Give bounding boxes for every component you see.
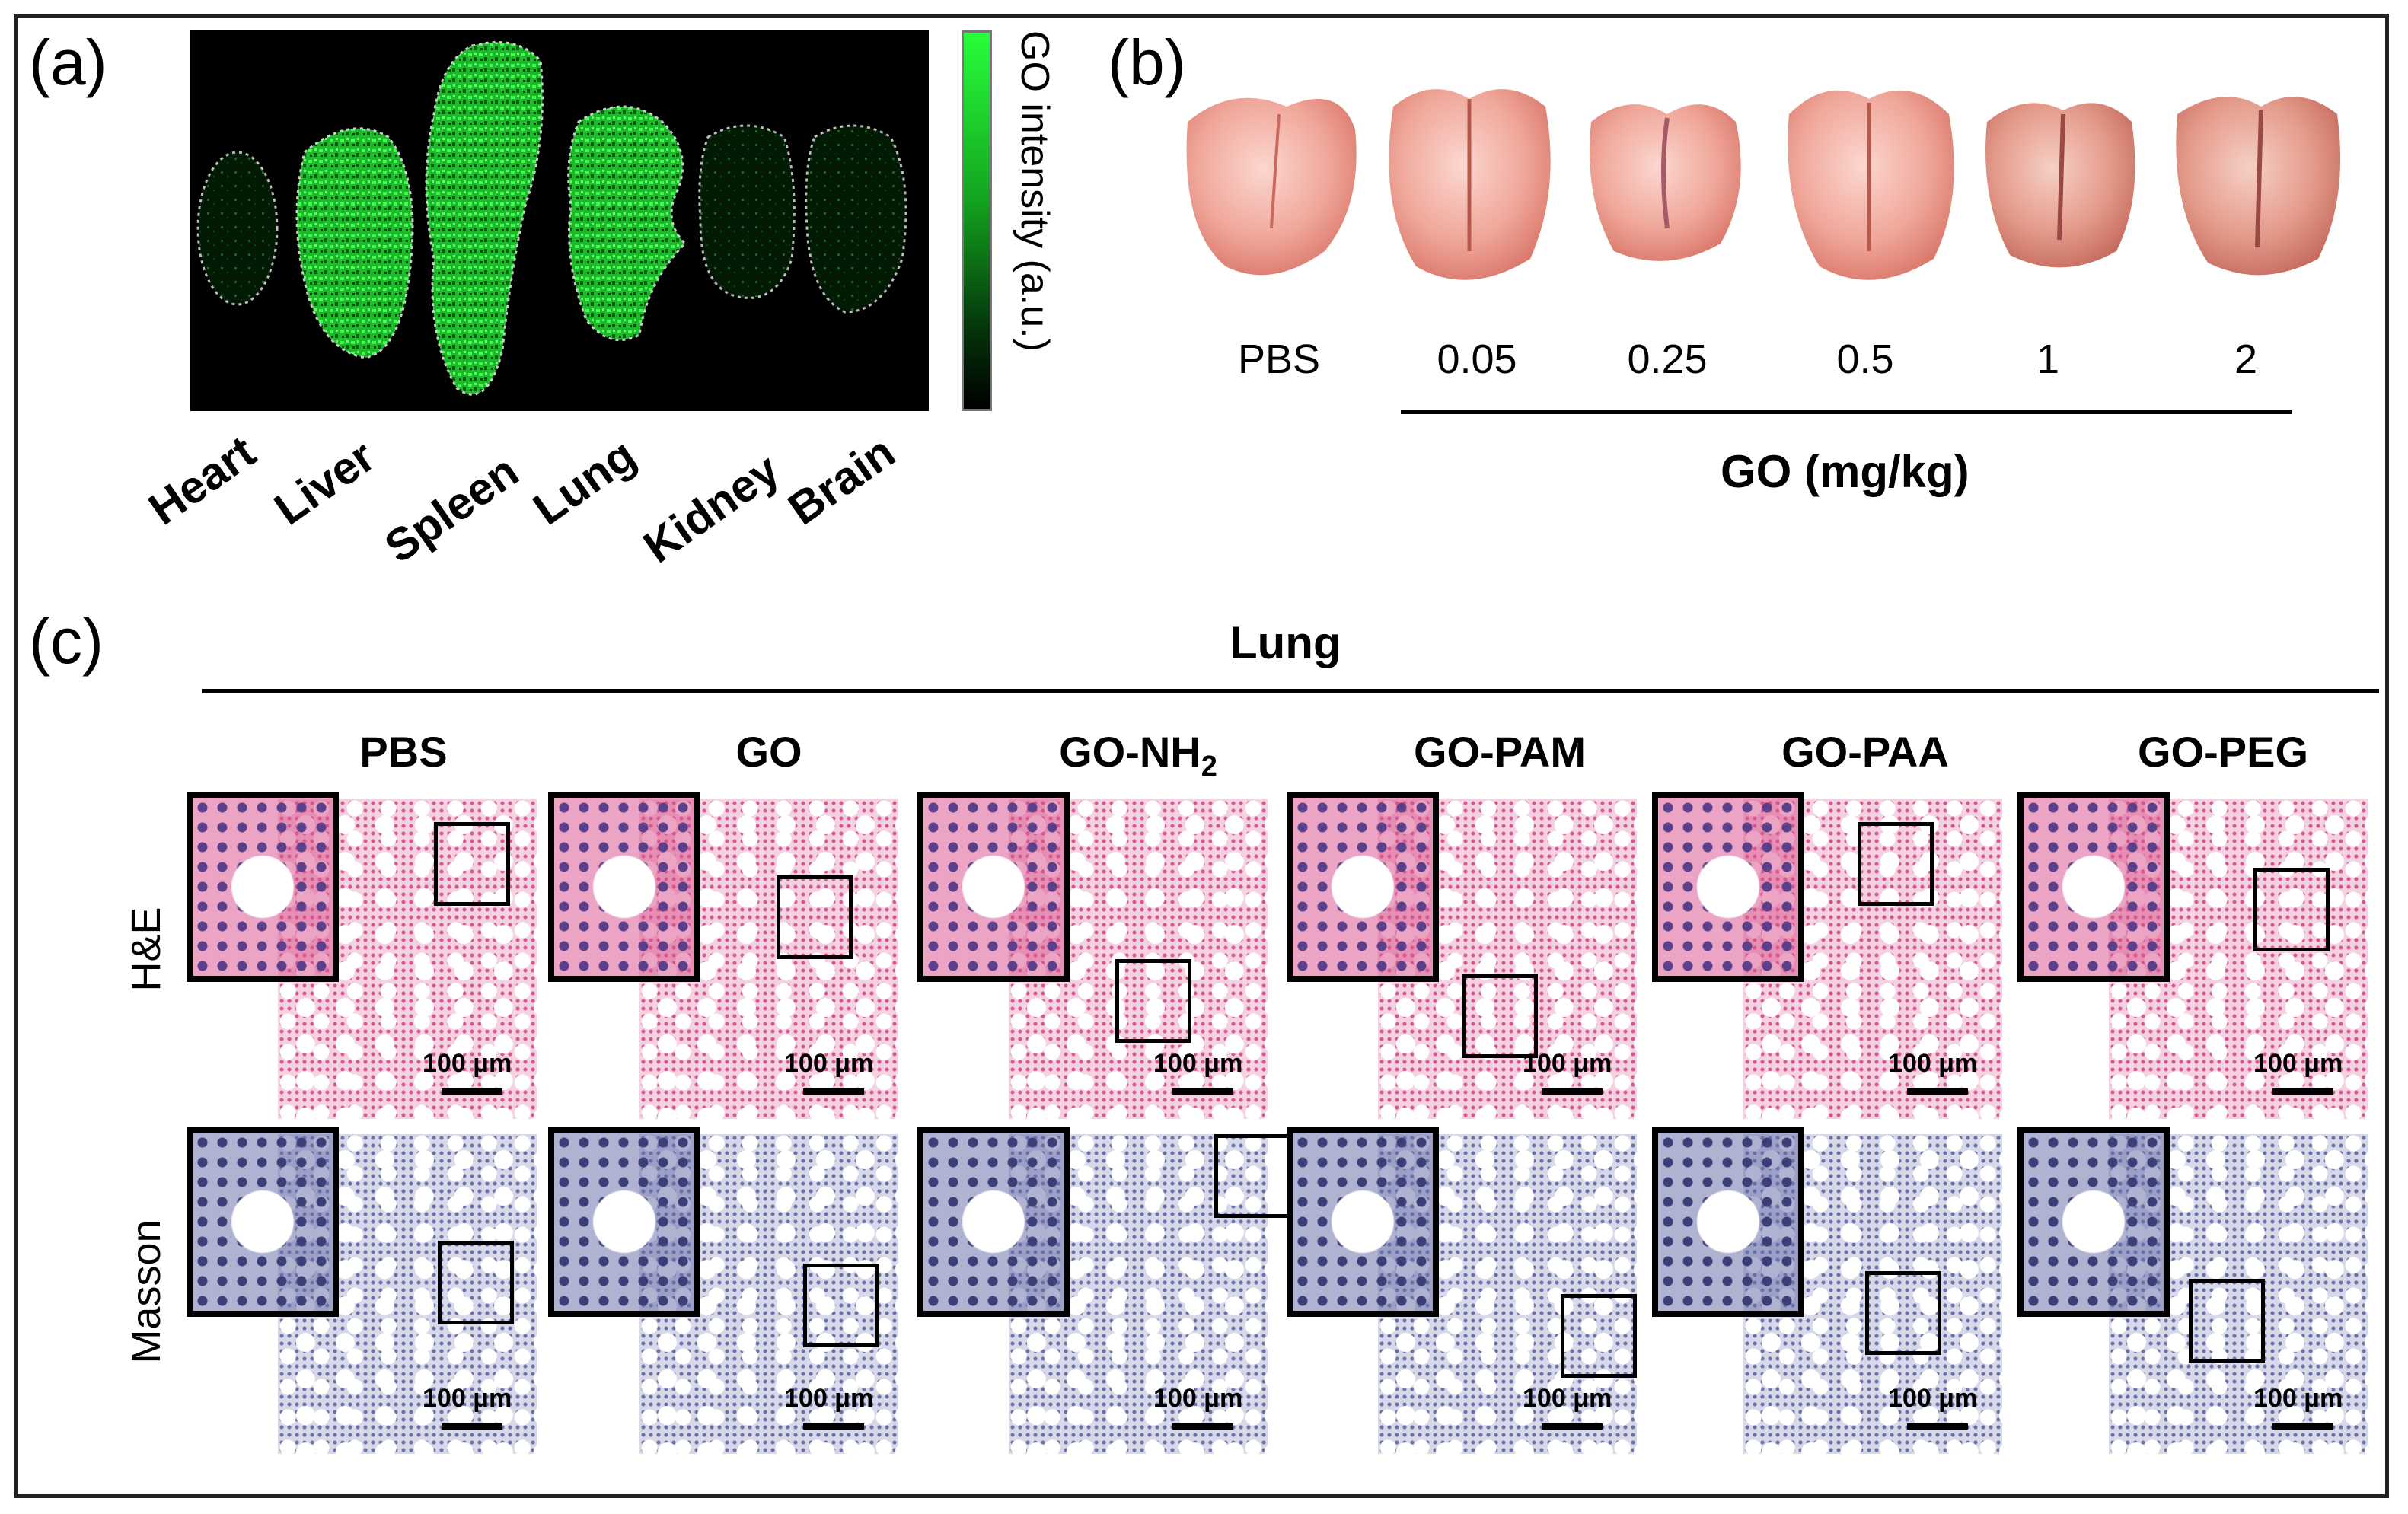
histology-inset-masson-4: [1287, 1127, 1439, 1317]
histology-roi-box: [777, 875, 853, 959]
histology-inset-he-3: [917, 792, 1070, 982]
scale-bar-label: 100 μm: [1888, 1384, 1978, 1413]
lung-photo-pbs: [1186, 97, 1357, 276]
group-title-go-nh2-subscript: 2: [1201, 751, 1217, 783]
scale-bar: [2272, 1423, 2333, 1430]
panel-c-letter: (c): [29, 605, 104, 677]
scale-bar-label: 100 μm: [1153, 1384, 1243, 1413]
group-title-go-nh2: GO-NH2: [978, 728, 1298, 783]
histology-roi-box: [434, 822, 510, 906]
scale-bar-label: 100 μm: [2253, 1384, 2343, 1413]
panel-c-title: Lung: [1230, 617, 1341, 668]
group-title-pbs: PBS: [359, 728, 448, 776]
group-title-go-peg: GO-PEG: [2137, 728, 2309, 776]
group-title-go-pam: GO-PAM: [1413, 728, 1587, 776]
figure-frame: [14, 14, 2389, 1498]
lung-photo-2: [2176, 97, 2341, 276]
scale-bar-label: 100 μm: [423, 1384, 512, 1413]
organ-heart-signal: [196, 151, 279, 306]
colorbar: [962, 30, 992, 411]
dose-bracket-line: [1401, 410, 2292, 414]
scale-bar: [2272, 1088, 2333, 1095]
lung-photo-0.25: [1590, 104, 1741, 261]
scale-bar-label: 100 μm: [784, 1049, 874, 1078]
organ-lung-signal: [567, 105, 687, 342]
scale-bar: [803, 1423, 864, 1430]
scale-bar: [1542, 1088, 1603, 1095]
scale-bar: [1907, 1423, 1968, 1430]
dose-label-1: 1: [2036, 336, 2060, 382]
histology-inset-he-1: [187, 792, 339, 982]
scale-bar-label: 100 μm: [2253, 1049, 2343, 1078]
histology-roi-box: [438, 1241, 514, 1324]
histology-inset-he-2: [548, 792, 700, 982]
histology-roi-box: [2189, 1279, 2265, 1363]
panel-b-letter: (b): [1108, 27, 1186, 98]
scale-bar: [1542, 1423, 1603, 1430]
panel-a-letter: (a): [29, 27, 107, 98]
organ-kidney-signal: [698, 124, 796, 299]
dose-label-0.05: 0.05: [1437, 336, 1517, 382]
histology-roi-box: [2253, 868, 2330, 951]
lung-photo-0.5: [1788, 90, 1954, 280]
histology-roi-box: [1115, 959, 1191, 1043]
scale-bar-label: 100 μm: [1153, 1049, 1243, 1078]
scale-bar: [1172, 1423, 1233, 1430]
scale-bar: [1907, 1088, 1968, 1095]
organ-spleen-signal: [425, 41, 544, 396]
histology-inset-he-5: [1652, 792, 1804, 982]
scale-bar: [1172, 1088, 1233, 1095]
scale-bar: [442, 1423, 502, 1430]
dose-label-0.5: 0.5: [1836, 336, 1894, 382]
colorbar-label: GO intensity (a.u.): [1013, 30, 1057, 352]
organ-liver-signal: [295, 127, 414, 359]
histology-inset-masson-5: [1652, 1127, 1804, 1317]
dose-label-2: 2: [2234, 336, 2258, 382]
histology-roi-box: [1462, 974, 1538, 1058]
histology-roi-box: [1865, 1271, 1941, 1355]
histology-roi-box: [803, 1264, 879, 1347]
scale-bar-label: 100 μm: [1523, 1049, 1612, 1078]
organ-fluorescence-image: [190, 30, 929, 411]
histology-inset-masson-6: [2017, 1127, 2170, 1317]
organ-brain-signal: [805, 124, 907, 314]
histology-inset-masson-2: [548, 1127, 700, 1317]
lung-photo-0.05: [1389, 89, 1551, 280]
scale-bar-label: 100 μm: [1888, 1049, 1978, 1078]
group-title-go-paa: GO-PAA: [1781, 728, 1949, 776]
histology-inset-masson-3: [917, 1127, 1070, 1317]
dose-label-pbs: PBS: [1237, 336, 1321, 382]
scale-bar-label: 100 μm: [1523, 1384, 1612, 1413]
row-label-masson: Masson: [123, 1219, 169, 1364]
histology-roi-box: [1214, 1134, 1290, 1218]
group-title-go-nh2-main: GO-NH: [1059, 728, 1201, 776]
scale-bar: [803, 1088, 864, 1095]
scale-bar-label: 100 μm: [423, 1049, 512, 1078]
lung-photo-row: [1186, 89, 2341, 280]
histology-roi-box: [1561, 1294, 1637, 1378]
histology-roi-box: [1858, 822, 1934, 906]
scale-bar: [442, 1088, 502, 1095]
row-label-he: H&E: [123, 907, 169, 992]
group-title-go: GO: [735, 728, 802, 776]
panel-c-title-rule: [202, 689, 2379, 693]
scale-bar-label: 100 μm: [784, 1384, 874, 1413]
histology-inset-masson-1: [187, 1127, 339, 1317]
dose-axis-title: GO (mg/kg): [1721, 446, 1969, 497]
histology-inset-he-4: [1287, 792, 1439, 982]
dose-label-0.25: 0.25: [1627, 336, 1708, 382]
histology-inset-he-6: [2017, 792, 2170, 982]
lung-photo-1: [1985, 103, 2135, 268]
